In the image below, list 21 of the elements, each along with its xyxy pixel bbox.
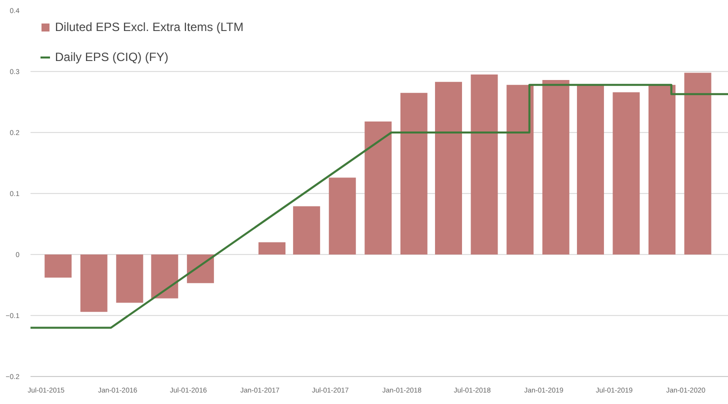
bar [186,254,214,284]
bar [151,254,178,298]
bar [293,206,320,254]
bar [542,80,570,254]
bar [116,254,144,303]
bar [684,72,712,254]
bar [258,242,286,254]
legend-label: Diluted EPS Excl. Extra Items (LTM [55,20,244,34]
bar [400,92,428,254]
bar [80,254,108,312]
bar [576,84,604,254]
bar [612,92,640,254]
line-series [30,84,728,329]
bar [648,84,676,254]
bar [506,84,534,254]
bar [470,74,498,254]
bar [364,122,392,254]
bar [435,82,462,254]
bar [328,178,356,254]
bar [44,254,72,278]
legend-label: Daily EPS (CIQ) (FY) [55,50,168,64]
